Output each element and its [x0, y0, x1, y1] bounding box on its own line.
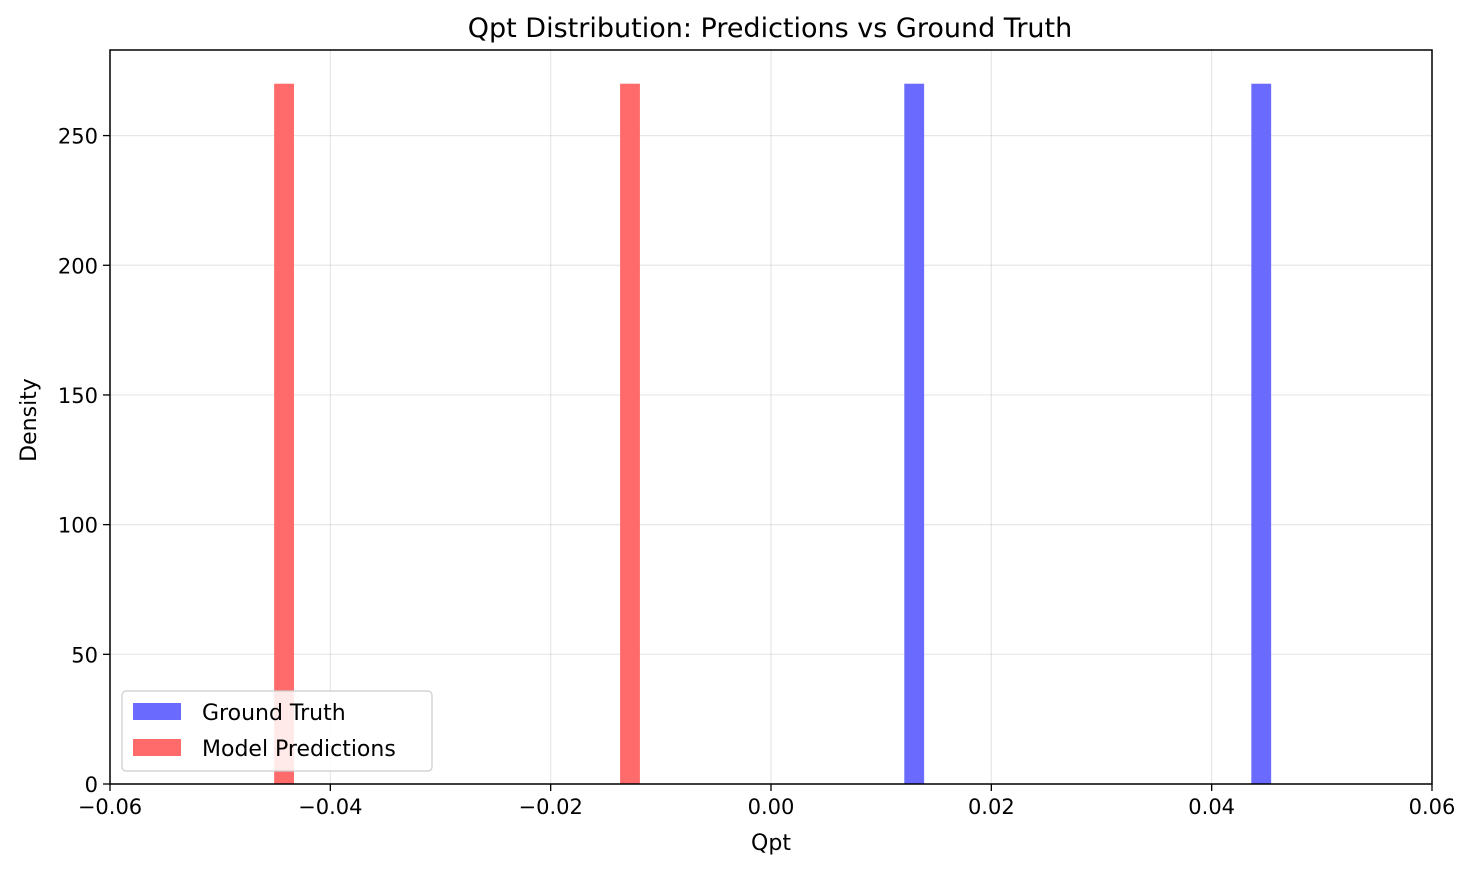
bars: [274, 83, 1272, 785]
y-tick-label: 250: [58, 125, 98, 149]
y-axis-label: Density: [17, 378, 42, 462]
legend-box: [121, 690, 433, 772]
x-tick-label: 0.06: [1409, 795, 1456, 819]
bar-ground-truth: [904, 83, 925, 785]
y-tick-label: 200: [58, 254, 98, 278]
x-axis-label: Qpt: [751, 831, 791, 856]
y-tick-label: 50: [71, 643, 98, 667]
y-tick-label: 100: [58, 514, 98, 538]
y-tick-label: 150: [58, 384, 98, 408]
x-tick-label: −0.04: [298, 795, 362, 819]
legend-swatch-ground-truth: [133, 703, 181, 720]
chart-title: Qpt Distribution: Predictions vs Ground …: [468, 13, 1073, 44]
legend-swatch-model-predictions: [133, 739, 181, 756]
legend-label-ground-truth: Ground Truth: [202, 701, 346, 726]
legend-label-model-predictions: Model Predictions: [202, 737, 396, 762]
axis-ticks: −0.06 −0.04 −0.02 0.00 0.02 0.04 0.06 0 50 100 150…: [58, 125, 1455, 819]
y-tick-label: 0: [85, 773, 98, 797]
x-tick-label: 0.00: [748, 795, 795, 819]
x-tick-label: −0.02: [518, 795, 582, 819]
bar-model-predictions: [274, 83, 294, 785]
x-tick-label: −0.06: [78, 795, 142, 819]
bar-ground-truth: [1251, 83, 1272, 785]
x-tick-label: 0.02: [968, 795, 1015, 819]
x-tick-label: 0.04: [1188, 795, 1235, 819]
bar-model-predictions: [620, 83, 640, 785]
legend: Ground Truth Model Predictions: [121, 690, 433, 772]
